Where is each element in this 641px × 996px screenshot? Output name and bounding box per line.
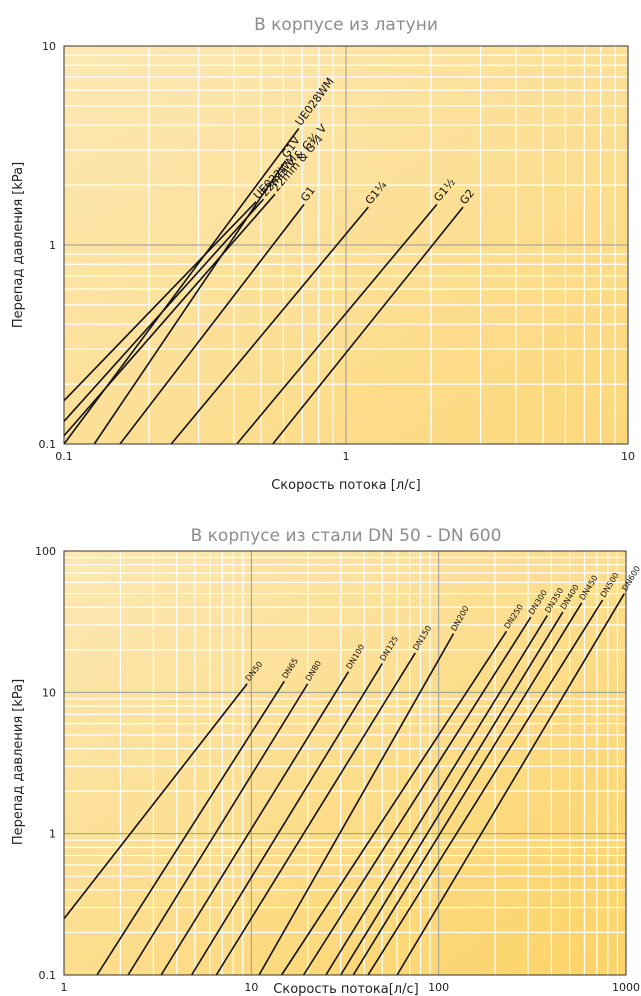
x-tick-label: 1000 <box>612 981 640 994</box>
series-line <box>325 615 548 976</box>
series-line <box>272 206 464 445</box>
series-line <box>127 683 309 976</box>
chart-2-plot-area <box>64 551 626 975</box>
y-tick-label: 10 <box>42 686 56 699</box>
series-line <box>280 630 508 976</box>
chart-1-frame <box>63 45 629 445</box>
series-line <box>93 160 287 445</box>
x-tick-label: 1 <box>343 450 350 463</box>
y-tick-label: 0.1 <box>39 438 57 451</box>
y-tick-label: 10 <box>42 40 56 53</box>
y-tick-label: 0.1 <box>39 969 57 982</box>
series-line <box>396 593 626 976</box>
series-line <box>170 206 369 445</box>
series-line <box>352 602 583 976</box>
x-tick-label: 100 <box>428 981 449 994</box>
series-line <box>258 633 455 976</box>
chart-2: В корпусе из стали DN 50 - DN 600 DN50 DN… <box>11 526 641 996</box>
series-line <box>215 652 416 976</box>
series-line <box>119 203 305 445</box>
chart-1-ticks: 0.1 1 10 0.1 1 10 <box>39 40 636 463</box>
chart-1-xlabel: Скорость потока [л/с] <box>271 478 421 493</box>
chart-2-ylabel: Перепад давления [kPa] <box>11 679 26 845</box>
series-line <box>302 616 532 976</box>
chart-2-frame <box>63 550 627 976</box>
y-tick-label: 1 <box>49 239 56 252</box>
x-tick-label: 10 <box>621 450 635 463</box>
x-tick-label: 0.1 <box>55 450 73 463</box>
series-line <box>236 203 438 445</box>
series-line <box>96 680 285 976</box>
chart-2-xlabel: Скорость потока[л/с] <box>273 982 418 996</box>
chart-1-grid <box>64 46 628 444</box>
chart-2-title: В корпусе из стали DN 50 - DN 600 <box>191 526 502 546</box>
y-tick-label: 1 <box>49 828 56 841</box>
x-tick-label: 1 <box>61 981 68 994</box>
series-line <box>63 201 257 402</box>
chart-2-ticks: 1 10 100 1000 0.1 1 10 100 <box>35 545 640 994</box>
chart-1-ylabel: Перепад давления [kPa] <box>11 162 26 328</box>
y-tick-label: 100 <box>35 545 56 558</box>
series-line <box>367 599 604 976</box>
series-line <box>190 663 383 976</box>
series-line <box>160 671 350 976</box>
series-line <box>63 128 300 445</box>
series-line <box>340 611 564 976</box>
chart-1: В корпусе из латуни UE022WM22mm V & G¾ V… <box>11 15 635 493</box>
series-line <box>63 683 248 920</box>
chart-1-title: В корпусе из латуни <box>254 15 438 35</box>
x-tick-label: 10 <box>244 981 258 994</box>
